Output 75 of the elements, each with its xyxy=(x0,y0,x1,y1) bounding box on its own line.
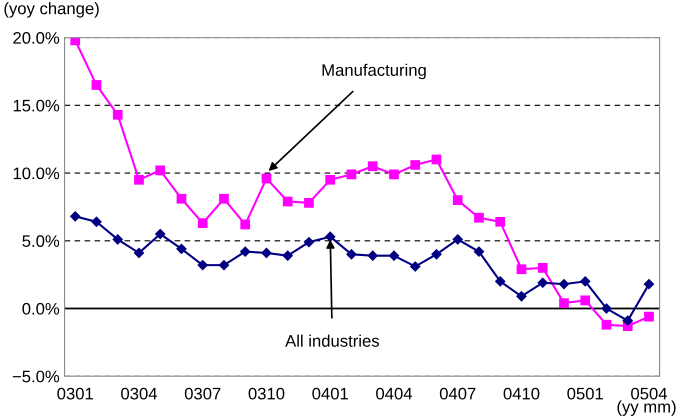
point xyxy=(282,250,293,261)
point xyxy=(262,174,272,184)
x-tick-label: 0407 xyxy=(440,388,476,400)
point xyxy=(452,234,463,245)
point xyxy=(559,298,569,308)
point xyxy=(602,320,612,330)
point xyxy=(240,246,250,257)
point xyxy=(91,216,102,227)
point xyxy=(134,174,144,185)
point xyxy=(261,248,272,258)
annotation: Manufacturing xyxy=(322,64,426,80)
point xyxy=(176,194,186,204)
point xyxy=(219,194,229,204)
point xyxy=(495,276,506,287)
point xyxy=(410,261,420,272)
point xyxy=(198,218,208,228)
point xyxy=(495,216,506,227)
point xyxy=(516,264,526,274)
point xyxy=(580,276,590,287)
point xyxy=(325,174,336,185)
x-tick-label: 0301 xyxy=(57,388,93,400)
point xyxy=(644,278,654,290)
point xyxy=(112,110,123,120)
point xyxy=(218,260,230,270)
point xyxy=(538,262,548,273)
x-axis-title: (yy mm) xyxy=(617,400,676,416)
point xyxy=(92,80,102,90)
x-tick-label: 0310 xyxy=(248,388,284,400)
x-tick-label: 0304 xyxy=(121,388,158,400)
point xyxy=(70,211,80,222)
point xyxy=(474,212,484,223)
point xyxy=(155,228,166,240)
point xyxy=(558,278,570,290)
y-tick-label: 15.0% xyxy=(14,100,60,112)
x-tick-label: 0404 xyxy=(376,388,412,400)
point xyxy=(304,237,314,248)
y-tick-label: 5.0% xyxy=(22,235,60,247)
point xyxy=(622,316,633,326)
point xyxy=(432,154,442,164)
point xyxy=(282,196,293,206)
point xyxy=(538,278,548,288)
y-axis-title: (yoy change) xyxy=(4,2,99,18)
point xyxy=(474,246,484,257)
point xyxy=(240,220,250,230)
point xyxy=(516,291,527,302)
y-tick-label: 10.0% xyxy=(14,167,60,180)
point xyxy=(198,260,208,270)
point xyxy=(452,195,463,205)
x-tick-label: 0504 xyxy=(631,388,668,400)
y-tick-label: −5.0% xyxy=(12,370,60,382)
point xyxy=(368,250,378,261)
point xyxy=(325,232,336,242)
point xyxy=(431,249,442,260)
x-tick-label: 0307 xyxy=(184,388,220,400)
point xyxy=(304,198,314,208)
x-tick-label: 0410 xyxy=(504,388,540,400)
annotation: All industries xyxy=(285,334,379,347)
point xyxy=(388,250,400,261)
x-tick-label: 0401 xyxy=(312,388,348,400)
point xyxy=(346,249,357,260)
point xyxy=(134,248,144,258)
point xyxy=(155,165,166,176)
y-tick-label: 20.0% xyxy=(13,32,60,44)
point xyxy=(601,303,612,314)
x-tick-label: 0501 xyxy=(567,388,603,400)
point xyxy=(410,160,420,170)
point xyxy=(346,170,356,180)
point xyxy=(580,295,590,306)
point xyxy=(70,38,80,46)
point xyxy=(644,312,654,322)
y-tick-label: 0.0% xyxy=(22,302,60,315)
point xyxy=(389,170,399,180)
point xyxy=(112,234,123,245)
point xyxy=(368,161,378,172)
point xyxy=(176,244,187,254)
